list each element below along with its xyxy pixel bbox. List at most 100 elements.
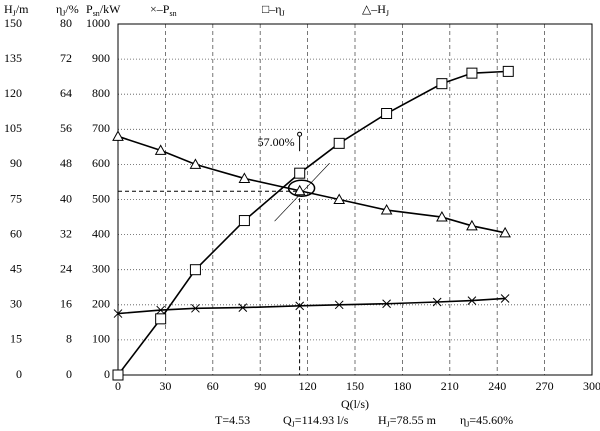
y-tick-label: 0 (104, 367, 110, 381)
x-tick-label: 180 (393, 379, 411, 393)
plot-frame (117, 23, 593, 376)
y2-axis-label: ηJ/% (56, 2, 79, 18)
y-axis-label-sub: sn (93, 9, 100, 18)
y-tick-label: 80 (60, 16, 72, 30)
y3-axis-label-main: H (4, 2, 13, 16)
y3-axis-label-rest: /m (16, 2, 29, 16)
y3-axis-label: HJ/m (4, 2, 29, 18)
marker (156, 305, 166, 315)
y-tick-label: 8 (66, 332, 72, 346)
legend-label-sub: J (386, 9, 389, 18)
legend-label-sub: sn (169, 9, 176, 18)
y-tick-label: 105 (4, 121, 22, 135)
series-line (117, 70, 509, 376)
marker (333, 193, 346, 204)
y-tick-label: 0 (66, 367, 72, 381)
marker (466, 67, 478, 79)
x-tick-label: 240 (488, 379, 506, 393)
series-line (117, 297, 506, 315)
y-tick-label: 90 (10, 156, 22, 170)
annotation: 57.00% (258, 135, 295, 149)
y2-axis-label-main: η (56, 2, 62, 16)
y3-axis-label-sub: J (13, 9, 16, 18)
legend-label-main: △–H (362, 2, 386, 16)
y-tick-label: 120 (4, 86, 22, 100)
annotation-pin-head (297, 131, 303, 137)
y-tick-label: 300 (92, 261, 110, 275)
legend-label: □–ηJ (262, 2, 285, 18)
legend-label-main: ×–P (150, 2, 170, 16)
legend-label: ×–Psn (150, 2, 177, 18)
footer-text: T=4.53 (215, 413, 250, 427)
y-tick-label: 135 (4, 51, 22, 65)
marker (382, 299, 391, 309)
footer-text-sub: J (292, 420, 295, 429)
y-tick-label: 400 (92, 226, 110, 240)
y-tick-label: 700 (92, 121, 110, 135)
marker (189, 158, 202, 169)
y-tick-label: 24 (60, 261, 72, 275)
y-tick-label: 60 (10, 226, 22, 240)
footer-text-main: H (378, 413, 387, 427)
y-tick-label: 32 (60, 226, 72, 240)
y-tick-label: 100 (92, 332, 110, 346)
footer-text-main: T=4.53 (215, 413, 250, 427)
y-tick-label: 16 (60, 297, 72, 311)
x-tick-label: 150 (346, 379, 364, 393)
marker (238, 303, 248, 312)
y-tick-label: 1000 (86, 16, 110, 30)
marker (191, 303, 200, 313)
y2-axis-label-rest: /% (65, 2, 78, 16)
footer-text-sub: J (466, 420, 469, 429)
marker (334, 300, 344, 310)
marker (293, 184, 306, 196)
y-tick-label: 56 (60, 121, 72, 135)
footer-text-main: η (460, 413, 466, 427)
marker (155, 313, 167, 325)
marker (436, 211, 448, 222)
footer-text-rest: =114.93 l/s (295, 413, 349, 427)
marker (436, 78, 448, 90)
marker (112, 369, 124, 381)
marker (238, 215, 250, 227)
y-tick-label: 800 (92, 86, 110, 100)
x-tick-label: 270 (536, 379, 554, 393)
series-line (117, 135, 506, 234)
marker (432, 297, 442, 307)
y-tick-label: 72 (60, 51, 72, 65)
marker (499, 226, 511, 238)
x-axis-label: Q(l/s) (341, 397, 369, 411)
marker (333, 137, 345, 149)
marker (467, 296, 477, 305)
y-tick-label: 150 (4, 16, 22, 30)
footer-text: QJ=114.93 l/s (283, 413, 349, 429)
y2-axis-label-sub: J (62, 9, 65, 18)
y-tick-label: 45 (10, 261, 22, 275)
footer-text: HJ=78.55 m (378, 413, 437, 429)
footer-text-rest: =45.60% (469, 413, 513, 427)
x-tick-label: 0 (115, 379, 121, 393)
y-tick-label: 40 (60, 191, 72, 205)
footer-text-rest: =78.55 m (390, 413, 437, 427)
marker (113, 309, 123, 318)
y-axis-label-main: P (86, 2, 93, 16)
y-axis-label-rest: /kW (100, 2, 121, 16)
marker (380, 204, 393, 215)
x-tick-label: 210 (441, 379, 459, 393)
y-tick-label: 30 (10, 297, 22, 311)
marker (295, 301, 305, 311)
y-tick-label: 900 (92, 51, 110, 65)
y-tick-label: 15 (10, 332, 22, 346)
footer-text-sub: J (387, 420, 390, 429)
x-tick-label: 60 (207, 379, 219, 393)
y-tick-label: 48 (60, 156, 72, 170)
footer-text-main: Q (283, 413, 292, 427)
y-tick-label: 200 (92, 297, 110, 311)
y-tick-label: 500 (92, 191, 110, 205)
marker (112, 130, 124, 141)
x-tick-label: 300 (583, 379, 600, 393)
legend-label-sub: J (282, 9, 285, 18)
x-tick-label: 90 (254, 379, 266, 393)
marker (466, 219, 478, 231)
